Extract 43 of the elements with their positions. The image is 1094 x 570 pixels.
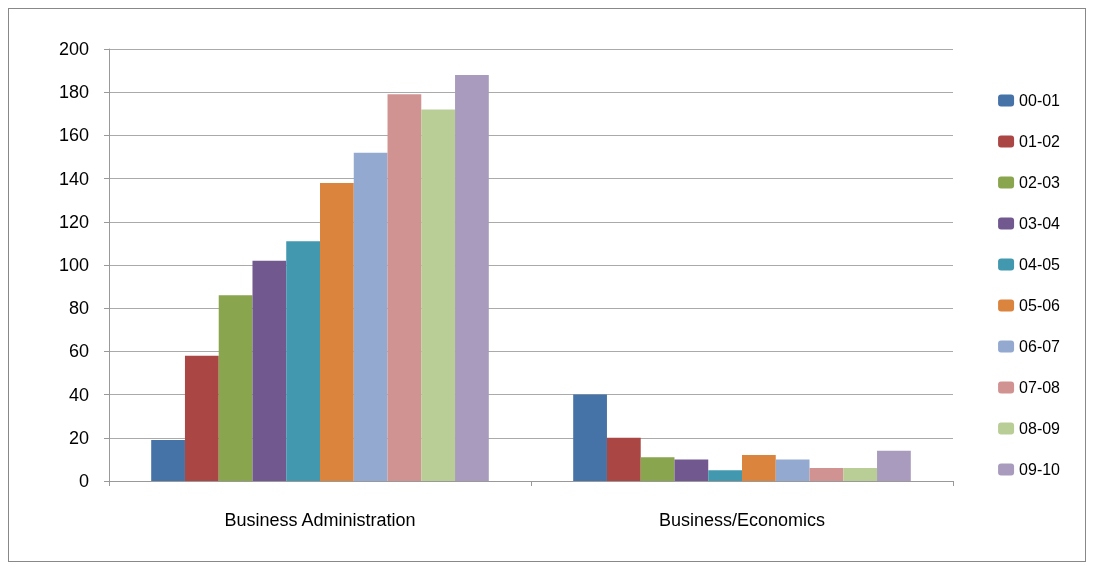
bar (320, 182, 354, 481)
bar (606, 437, 641, 481)
bar (877, 450, 911, 481)
bar (353, 152, 388, 481)
legend-label: 04-05 (1019, 256, 1061, 273)
bar (421, 109, 456, 481)
y-tick-label: 0 (78, 471, 89, 491)
bar (184, 355, 219, 481)
bar (640, 457, 675, 481)
bar (742, 455, 776, 481)
bar (809, 468, 844, 481)
legend-label: 09-10 (1019, 461, 1061, 478)
legend-label: 00-01 (1019, 92, 1061, 109)
bar (573, 394, 607, 481)
legend-label: 08-09 (1019, 420, 1061, 437)
x-tick-label: Business Administration (224, 510, 416, 530)
bar (218, 295, 253, 481)
y-tick-label: 80 (68, 298, 89, 319)
y-tick-label: 60 (68, 341, 89, 362)
bar (151, 439, 185, 481)
legend-label: 02-03 (1019, 174, 1061, 191)
y-tick-label: 180 (58, 82, 89, 103)
bar (286, 241, 320, 481)
bar (775, 459, 810, 481)
y-tick-label: 120 (58, 211, 89, 232)
legend-label: 01-02 (1019, 133, 1061, 150)
bar (843, 468, 878, 481)
legend-label: 03-04 (1019, 215, 1061, 232)
y-tick-label: 40 (68, 384, 89, 405)
bar (387, 94, 422, 481)
legend-label: 05-06 (1019, 297, 1061, 314)
y-tick-label: 100 (58, 255, 89, 275)
y-tick-label: 20 (68, 427, 89, 448)
y-tick-label: 140 (58, 168, 89, 189)
bar (455, 74, 489, 481)
bar (708, 470, 742, 481)
x-tick-label: Business/Economics (658, 510, 826, 530)
legend-label: 07-08 (1019, 379, 1061, 396)
y-tick-label: 200 (58, 39, 89, 59)
legend-label: 06-07 (1019, 338, 1061, 355)
y-tick-label: 160 (58, 125, 89, 146)
bar (252, 260, 287, 481)
bar (674, 459, 709, 481)
